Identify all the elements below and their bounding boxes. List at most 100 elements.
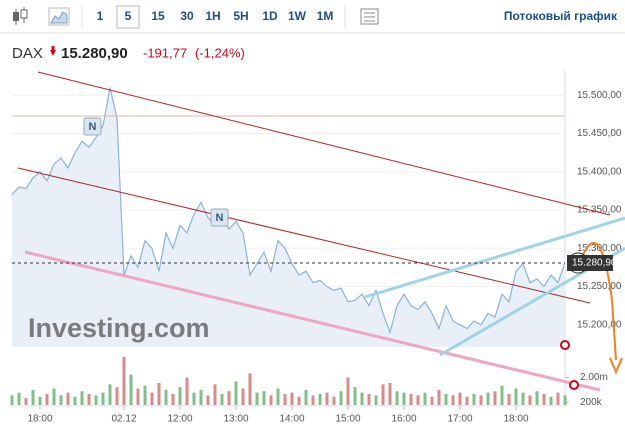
volume-bar xyxy=(353,387,357,405)
y-tick-label: 15.450,00 xyxy=(577,128,622,139)
volume-bar xyxy=(101,392,105,405)
x-tick-label: 17:00 xyxy=(447,414,472,425)
volume-bar xyxy=(220,394,224,405)
volume-bar xyxy=(339,391,343,405)
y-tick-label: 15.500,00 xyxy=(577,90,622,101)
volume-bar xyxy=(521,392,525,405)
y2-tick-label: 200k xyxy=(580,397,603,408)
volume-bar xyxy=(367,394,371,405)
settings-icon[interactable] xyxy=(360,8,379,25)
interval-button[interactable]: 1M xyxy=(317,9,334,23)
x-tick-label: 02.12 xyxy=(111,414,136,425)
volume-bar xyxy=(213,384,217,405)
volume-bar xyxy=(472,394,476,405)
interval-button[interactable]: 5 xyxy=(125,9,132,23)
y-tick-label: 15.200,00 xyxy=(577,319,622,330)
volume-bar xyxy=(395,391,399,405)
price-line xyxy=(11,87,566,335)
volume-bar xyxy=(430,396,434,405)
volume-bar xyxy=(206,395,210,405)
volume-bar xyxy=(381,384,385,405)
volume-bar xyxy=(150,392,154,405)
volume-bar xyxy=(360,392,364,405)
interval-button[interactable]: 1H xyxy=(205,9,220,23)
symbol: DAX xyxy=(12,45,43,62)
last-price-box xyxy=(567,255,613,271)
volume-bar xyxy=(94,395,98,405)
x-tick-label: 15:00 xyxy=(335,414,360,425)
volume-bar xyxy=(178,387,182,405)
volume-bar xyxy=(171,394,175,405)
svg-text:N: N xyxy=(216,212,224,224)
volume-bar xyxy=(66,392,70,405)
volume-bar xyxy=(402,392,406,405)
volume-bar xyxy=(192,392,196,405)
candle-icon[interactable] xyxy=(13,7,28,25)
change: -191,77 xyxy=(143,45,187,60)
volume-bar xyxy=(10,395,14,405)
interval-button[interactable]: 15 xyxy=(151,9,165,23)
volume-bar xyxy=(80,391,84,405)
volume-bar xyxy=(563,395,567,405)
interval-button[interactable]: 1W xyxy=(288,9,307,23)
volume-bar xyxy=(73,396,77,405)
x-tick-label: 18:00 xyxy=(503,414,528,425)
price: 15.280,90 xyxy=(61,45,128,62)
volume-bar xyxy=(388,383,392,405)
down-arrow xyxy=(50,46,56,56)
volume-bar xyxy=(304,389,308,405)
volume-bar xyxy=(234,381,238,405)
volume-bar xyxy=(276,388,280,405)
volume-bar xyxy=(248,373,252,405)
volume-bar xyxy=(164,389,168,405)
y-tick-label: 15.400,00 xyxy=(577,166,622,177)
volume-bar xyxy=(38,396,42,405)
x-tick-label: 12:00 xyxy=(167,414,192,425)
volume-bar xyxy=(423,392,427,405)
stream-chart-link[interactable]: Потоковый график xyxy=(504,9,618,23)
volume-bar xyxy=(157,383,161,405)
volume-bar xyxy=(451,395,455,405)
volume-bar xyxy=(87,394,91,405)
volume-bar xyxy=(486,392,490,405)
x-tick-label: 14:00 xyxy=(279,414,304,425)
volume-bar xyxy=(416,395,420,405)
area-icon[interactable] xyxy=(48,7,70,26)
volume-bar xyxy=(269,395,273,405)
volume-bar xyxy=(479,395,483,405)
volume-bar xyxy=(318,394,322,405)
volume-bar xyxy=(535,391,539,405)
interval-button[interactable]: 1D xyxy=(262,9,278,23)
volume-bar xyxy=(283,394,287,405)
volume-bar xyxy=(52,388,56,405)
volume-bar xyxy=(556,392,560,405)
volume-bar xyxy=(122,356,126,405)
y2-tick-label: 2.00m xyxy=(580,372,608,383)
volume-bar xyxy=(262,391,266,405)
volume-bar xyxy=(346,377,350,405)
volume-bar xyxy=(444,394,448,405)
volume-bar xyxy=(227,391,231,405)
volume-bar xyxy=(528,395,532,405)
volume-bar xyxy=(458,392,462,405)
volume-bar xyxy=(255,392,259,405)
volume-bar xyxy=(290,392,294,405)
y-tick-label: 15.350,00 xyxy=(577,205,622,216)
active-interval-box xyxy=(116,5,140,29)
x-tick-label: 13:00 xyxy=(223,414,248,425)
watermark: Investing.com xyxy=(28,313,210,343)
volume-bar xyxy=(311,395,315,405)
toolbar xyxy=(0,0,625,33)
volume-bar xyxy=(129,374,133,405)
volume-bar xyxy=(514,388,518,405)
svg-text:N: N xyxy=(89,121,97,133)
volume-bar xyxy=(542,394,546,405)
volume-bar xyxy=(45,394,49,405)
interval-button[interactable]: 5H xyxy=(233,9,248,23)
volume-bar xyxy=(507,394,511,405)
interval-button[interactable]: 30 xyxy=(180,9,194,23)
volume-bar xyxy=(409,394,413,405)
interval-button[interactable]: 1 xyxy=(97,9,104,23)
volume-bar xyxy=(437,389,441,405)
